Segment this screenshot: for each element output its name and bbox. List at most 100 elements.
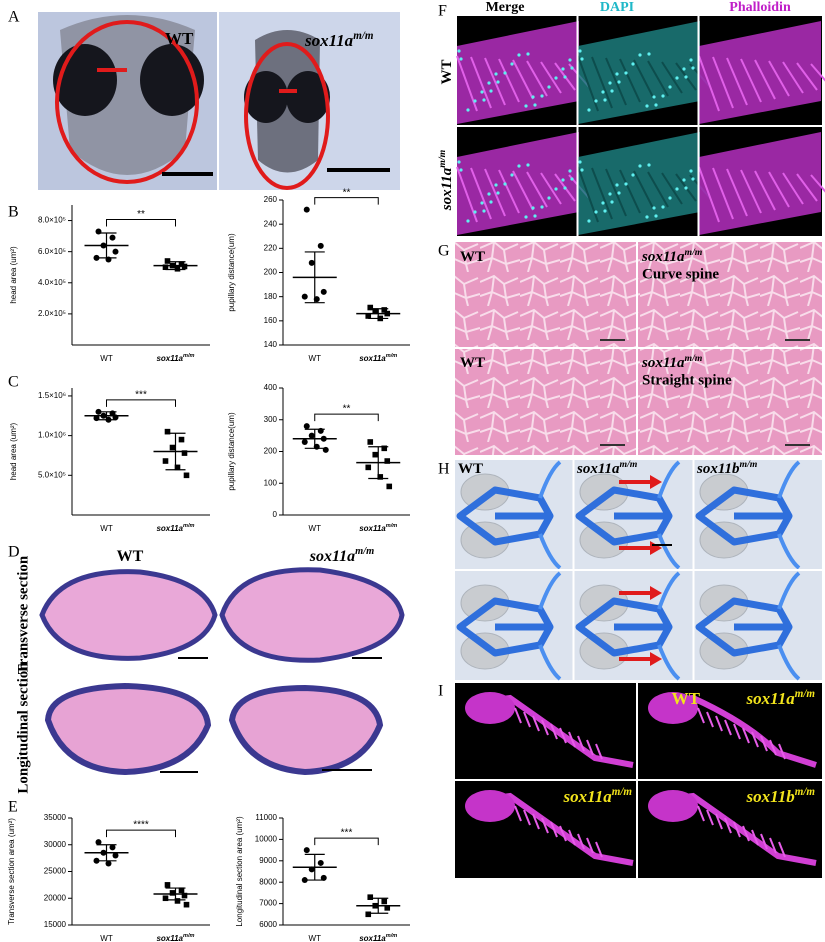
y-tick-label: 1.0×10⁶ (38, 431, 66, 440)
label-text: sox11a (439, 167, 455, 211)
label: sox11am/m (641, 247, 703, 266)
column-label: Merge (486, 0, 525, 15)
category: sox11a (359, 934, 386, 942)
rib (586, 837, 594, 854)
point (317, 859, 324, 866)
significance: ** (343, 404, 351, 415)
column-label: Phalloidin (729, 0, 791, 15)
point (372, 308, 379, 314)
point (181, 263, 188, 270)
y-tick-label: 35000 (44, 813, 67, 822)
cartilage (456, 486, 554, 546)
nucleus (580, 57, 584, 61)
nucleus (487, 192, 491, 196)
y-tick-label: 1.5×10⁶ (38, 391, 66, 400)
nucleus (617, 191, 621, 195)
column-label: DAPI (600, 0, 634, 15)
x-tick-label: WT (100, 354, 113, 363)
category: WT (309, 524, 322, 533)
point (109, 234, 116, 241)
significance-bracket (106, 829, 176, 838)
label-text: sox11a (304, 31, 354, 50)
nucleus (561, 67, 565, 71)
fiber (768, 60, 790, 97)
rib (760, 735, 768, 752)
point (162, 458, 169, 464)
point (181, 450, 188, 456)
nucleus (494, 183, 498, 187)
y-axis-label: head area (um²) (9, 246, 18, 304)
fiber (591, 167, 613, 220)
label: sox11am/m (576, 459, 638, 478)
nucleus (466, 108, 470, 112)
fiber (647, 60, 669, 97)
nucleus (615, 183, 619, 187)
rib (706, 809, 714, 826)
label-sup: m/m (355, 546, 374, 557)
fin (538, 571, 562, 681)
point (384, 905, 391, 911)
y-tick-label: 100 (264, 478, 278, 487)
nucleus (624, 182, 628, 186)
nucleus (533, 103, 537, 107)
fiber (810, 174, 825, 193)
panel-i-images (455, 683, 822, 878)
category-sup: m/m (386, 933, 398, 939)
arrow-head (650, 586, 662, 600)
nucleus (480, 201, 484, 205)
label: WT (165, 29, 194, 48)
fiber (661, 61, 683, 94)
point (183, 901, 190, 908)
nucleus (561, 178, 565, 182)
y-tick-label: 180 (264, 292, 278, 301)
point (109, 844, 116, 851)
y-tick-label: 30000 (44, 840, 67, 849)
nucleus (684, 186, 688, 190)
point (367, 894, 374, 900)
rib (586, 739, 594, 756)
rib (550, 821, 558, 838)
row-label: Transverse section (15, 555, 31, 674)
nucleus (594, 210, 598, 214)
label-text: WT (672, 689, 701, 708)
point (164, 258, 171, 264)
label-text: WT (460, 355, 485, 371)
nucleus (489, 89, 493, 93)
rib (697, 707, 705, 724)
point (303, 847, 310, 854)
y-tick-label: 11000 (255, 813, 277, 822)
point (372, 451, 379, 458)
point (301, 293, 308, 300)
rib (568, 829, 576, 846)
nucleus (473, 210, 477, 214)
rib (742, 825, 750, 842)
rib (706, 711, 714, 728)
nucleus (510, 173, 514, 177)
significance: ** (137, 209, 145, 220)
category-sup: m/m (183, 523, 195, 529)
panel-label: D (8, 544, 20, 561)
category: sox11a (359, 524, 386, 533)
panel-label: H (438, 461, 450, 478)
fiber (712, 56, 734, 109)
point (381, 307, 388, 313)
nucleus (587, 219, 591, 223)
fiber (768, 171, 790, 208)
y-tick-label: 2.0×10⁵ (38, 309, 66, 318)
label: WT (460, 355, 485, 371)
nucleus (580, 168, 584, 172)
fiber (712, 167, 734, 220)
y-tick-label: 4.0×10⁵ (38, 278, 66, 287)
rib (514, 707, 522, 724)
nucleus (608, 192, 612, 196)
fiber (470, 56, 492, 109)
nucleus (457, 49, 461, 53)
label: sox11am/m (641, 353, 703, 372)
x-tick-label: WT (100, 934, 113, 942)
nucleus (603, 209, 607, 213)
y-tick-label: 6000 (259, 920, 277, 929)
significance-bracket (314, 837, 379, 846)
rib (715, 813, 723, 830)
category-sup: m/m (183, 353, 195, 359)
